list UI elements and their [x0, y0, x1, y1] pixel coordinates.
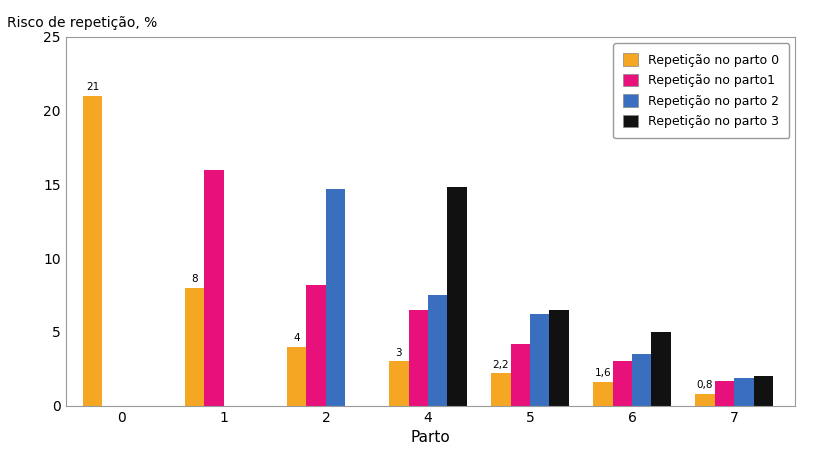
Bar	[650, 332, 670, 406]
Bar	[612, 361, 631, 406]
Text: 3: 3	[395, 348, 401, 358]
Bar	[510, 344, 529, 406]
Bar	[593, 382, 612, 406]
Bar	[695, 394, 714, 406]
X-axis label: Parto: Parto	[410, 430, 450, 445]
Text: 4: 4	[293, 333, 300, 343]
Bar	[325, 189, 345, 406]
Bar	[491, 373, 510, 406]
Text: 21: 21	[86, 82, 99, 92]
Bar	[714, 381, 733, 406]
Bar	[529, 314, 549, 406]
Bar	[287, 347, 306, 406]
Bar	[389, 361, 408, 406]
Text: 0,8: 0,8	[696, 380, 713, 390]
Bar	[753, 376, 772, 406]
Bar	[447, 187, 466, 406]
Bar	[428, 295, 447, 406]
Bar	[408, 310, 428, 406]
Text: 8: 8	[191, 274, 198, 284]
Bar	[549, 310, 568, 406]
Text: Risco de repetição, %: Risco de repetição, %	[7, 16, 157, 30]
Bar	[306, 285, 325, 406]
Legend: Repetição no parto 0, Repetição no parto1, Repetição no parto 2, Repetição no pa: Repetição no parto 0, Repetição no parto…	[613, 43, 788, 138]
Bar	[83, 96, 102, 406]
Text: 1,6: 1,6	[594, 368, 611, 378]
Bar	[185, 288, 204, 406]
Text: 2,2: 2,2	[492, 360, 509, 370]
Bar	[631, 354, 650, 406]
Bar	[204, 170, 224, 406]
Bar	[733, 378, 753, 406]
